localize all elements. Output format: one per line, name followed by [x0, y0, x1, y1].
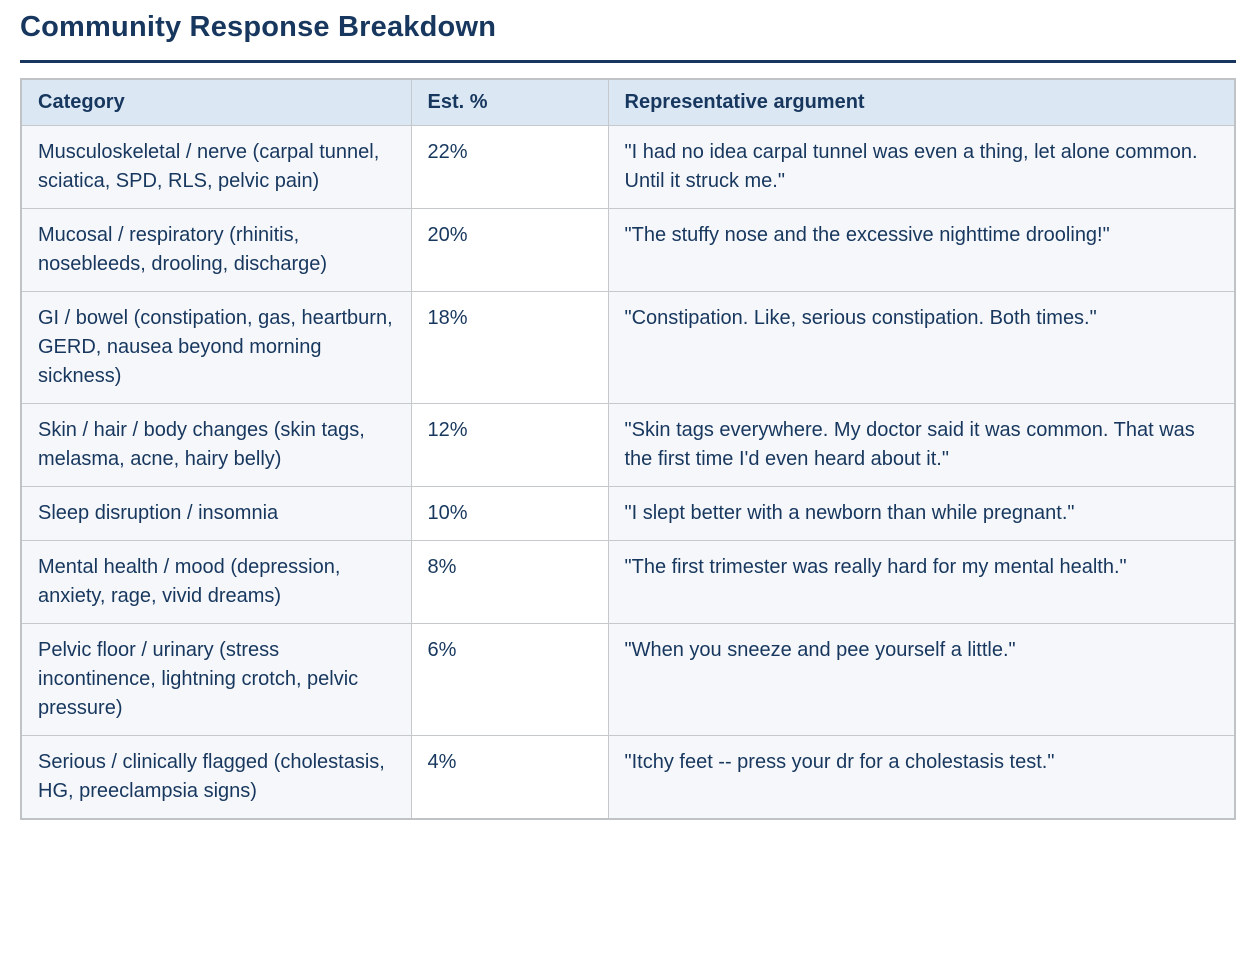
col-header-category: Category: [20, 78, 412, 126]
category-cell: Skin / hair / body changes (skin tags, m…: [20, 402, 412, 487]
est-pct-cell: 20%: [410, 207, 609, 292]
est-pct-cell: 6%: [410, 622, 609, 736]
category-cell: Sleep disruption / insomnia: [20, 485, 412, 541]
est-pct-cell: 12%: [410, 402, 609, 487]
table-row: Mucosal / respiratory (rhinitis, noseble…: [20, 207, 1236, 292]
est-pct-cell: 18%: [410, 290, 609, 404]
argument-cell: "Skin tags everywhere. My doctor said it…: [607, 402, 1236, 487]
argument-cell: "Itchy feet -- press your dr for a chole…: [607, 734, 1236, 820]
col-header-representative-argument: Representative argument: [607, 78, 1236, 126]
argument-cell: "The first trimester was really hard for…: [607, 539, 1236, 624]
table-row: Serious / clinically flagged (cholestasi…: [20, 734, 1236, 820]
category-cell: Musculoskeletal / nerve (carpal tunnel, …: [20, 124, 412, 209]
table-row: Sleep disruption / insomnia 10% "I slept…: [20, 485, 1236, 541]
est-pct-cell: 8%: [410, 539, 609, 624]
est-pct-cell: 4%: [410, 734, 609, 820]
col-header-est-pct: Est. %: [410, 78, 609, 126]
title-divider: [20, 59, 1236, 63]
table-row: GI / bowel (constipation, gas, heartburn…: [20, 290, 1236, 404]
table-body: Musculoskeletal / nerve (carpal tunnel, …: [20, 124, 1236, 820]
header-row: Category Est. % Representative argument: [20, 78, 1236, 126]
category-cell: Serious / clinically flagged (cholestasi…: [20, 734, 412, 820]
table-row: Skin / hair / body changes (skin tags, m…: [20, 402, 1236, 487]
est-pct-cell: 22%: [410, 124, 609, 209]
community-response-table: Category Est. % Representative argument …: [20, 77, 1236, 820]
page-title: Community Response Breakdown: [20, 11, 497, 43]
table-row: Pelvic floor / urinary (stress incontine…: [20, 622, 1236, 736]
category-cell: Pelvic floor / urinary (stress incontine…: [20, 622, 412, 736]
argument-cell: "Constipation. Like, serious constipatio…: [607, 290, 1236, 404]
argument-cell: "When you sneeze and pee yourself a litt…: [607, 622, 1236, 736]
category-cell: Mucosal / respiratory (rhinitis, noseble…: [20, 207, 412, 292]
category-cell: GI / bowel (constipation, gas, heartburn…: [20, 290, 412, 404]
category-cell: Mental health / mood (depression, anxiet…: [20, 539, 412, 624]
table-header: Category Est. % Representative argument: [20, 78, 1236, 126]
table-row: Mental health / mood (depression, anxiet…: [20, 539, 1236, 624]
argument-cell: "I slept better with a newborn than whil…: [607, 485, 1236, 541]
argument-cell: "I had no idea carpal tunnel was even a …: [607, 124, 1236, 209]
argument-cell: "The stuffy nose and the excessive night…: [607, 207, 1236, 292]
est-pct-cell: 10%: [410, 485, 609, 541]
table-row: Musculoskeletal / nerve (carpal tunnel, …: [20, 124, 1236, 209]
